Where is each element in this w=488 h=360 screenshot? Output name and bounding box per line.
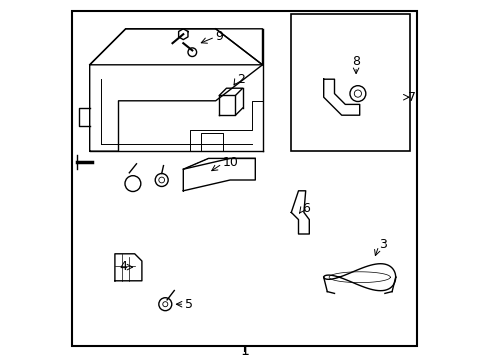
Text: 3: 3 [379, 238, 386, 251]
Text: 8: 8 [351, 55, 359, 68]
Text: 10: 10 [223, 156, 238, 168]
Text: 4: 4 [120, 260, 127, 273]
Text: 6: 6 [302, 202, 309, 215]
Text: 7: 7 [407, 91, 415, 104]
Text: 9: 9 [215, 30, 223, 42]
Text: 1: 1 [240, 344, 248, 358]
Bar [291, 14, 409, 151]
Text: 2: 2 [237, 73, 244, 86]
Text: 5: 5 [185, 298, 193, 311]
